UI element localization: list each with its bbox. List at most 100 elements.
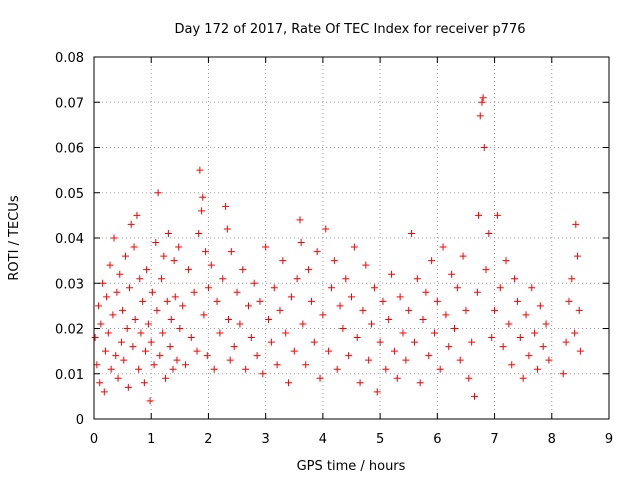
- data-point: [287, 293, 295, 301]
- data-point: [422, 288, 430, 296]
- data-point: [399, 329, 407, 337]
- data-point: [135, 365, 143, 373]
- data-point: [153, 306, 161, 314]
- data-point: [170, 257, 178, 265]
- data-point: [336, 302, 344, 310]
- data-point: [390, 347, 398, 355]
- data-point: [109, 311, 117, 319]
- data-point: [131, 315, 139, 323]
- data-point: [207, 261, 215, 269]
- data-point: [123, 325, 131, 332]
- x-tick-label: 9: [605, 432, 613, 447]
- data-point: [158, 275, 166, 283]
- data-point: [511, 275, 519, 283]
- data-point: [505, 320, 513, 328]
- data-point: [571, 329, 579, 337]
- data-point: [476, 112, 484, 120]
- data-point: [419, 315, 427, 323]
- data-point: [350, 243, 358, 251]
- data-point: [442, 311, 450, 319]
- data-point: [97, 320, 105, 328]
- data-point: [146, 397, 154, 405]
- data-point: [195, 229, 203, 237]
- data-point: [453, 284, 461, 292]
- data-point: [465, 374, 473, 382]
- data-point: [572, 220, 580, 228]
- data-point: [187, 334, 195, 342]
- data-point: [502, 257, 510, 265]
- data-point: [210, 365, 218, 373]
- data-point: [296, 216, 304, 224]
- data-point: [368, 320, 376, 328]
- data-point: [162, 374, 170, 382]
- data-point: [445, 343, 453, 351]
- data-point: [143, 266, 151, 274]
- data-point: [99, 279, 107, 287]
- data-point: [451, 325, 458, 332]
- data-point: [333, 365, 341, 373]
- y-axis-label: ROTI / TECUs: [7, 195, 22, 280]
- data-point: [104, 329, 112, 337]
- data-point: [348, 293, 355, 301]
- data-point: [559, 370, 567, 378]
- data-point: [144, 320, 152, 328]
- data-point: [365, 356, 373, 364]
- data-point: [478, 98, 486, 106]
- data-point: [101, 347, 109, 355]
- data-point: [410, 338, 418, 346]
- data-point: [319, 311, 327, 319]
- y-tick-label: 0.08: [55, 51, 84, 66]
- data-point: [485, 229, 493, 237]
- x-tick-label: 6: [433, 432, 441, 447]
- data-point: [353, 334, 361, 342]
- data-point: [216, 329, 224, 337]
- data-point: [576, 347, 584, 355]
- data-point: [405, 306, 413, 314]
- data-point: [382, 365, 390, 373]
- data-point: [388, 270, 396, 278]
- data-point: [222, 202, 230, 210]
- data-point: [293, 275, 301, 283]
- data-point: [133, 211, 141, 219]
- plot-frame: [93, 56, 610, 420]
- data-point: [513, 297, 521, 305]
- data-point: [459, 252, 467, 260]
- data-point: [479, 94, 487, 102]
- data-point: [475, 211, 483, 219]
- data-point: [545, 356, 553, 364]
- data-point: [496, 284, 504, 292]
- data-point: [200, 311, 208, 319]
- data-point: [299, 320, 307, 328]
- data-point: [129, 343, 137, 351]
- data-point: [539, 343, 547, 351]
- data-point: [562, 338, 570, 346]
- data-point: [152, 239, 160, 247]
- data-point: [316, 374, 324, 382]
- data-point: [439, 243, 447, 251]
- chart-title: Day 172 of 2017, Rate Of TEC Index for r…: [175, 22, 526, 37]
- data-point: [468, 338, 476, 346]
- data-point: [285, 379, 293, 387]
- data-point: [119, 306, 127, 314]
- data-point: [536, 302, 544, 310]
- y-tick-label: 0.04: [55, 232, 84, 247]
- data-point: [199, 193, 207, 201]
- data-point: [416, 379, 424, 387]
- y-tick-label: 0.02: [55, 323, 84, 338]
- data-point: [125, 284, 133, 292]
- data-point: [110, 234, 118, 242]
- data-point: [425, 352, 433, 360]
- data-point: [148, 288, 156, 296]
- data-point: [499, 343, 507, 351]
- data-point: [193, 347, 201, 355]
- data-point: [408, 229, 416, 237]
- x-tick-label: 4: [319, 432, 327, 447]
- data-point: [223, 225, 231, 233]
- data-point: [196, 166, 204, 174]
- data-point: [224, 315, 232, 323]
- data-point: [159, 329, 167, 337]
- data-point: [325, 347, 333, 355]
- data-point: [522, 311, 530, 319]
- data-point: [114, 374, 122, 382]
- data-point: [213, 297, 221, 305]
